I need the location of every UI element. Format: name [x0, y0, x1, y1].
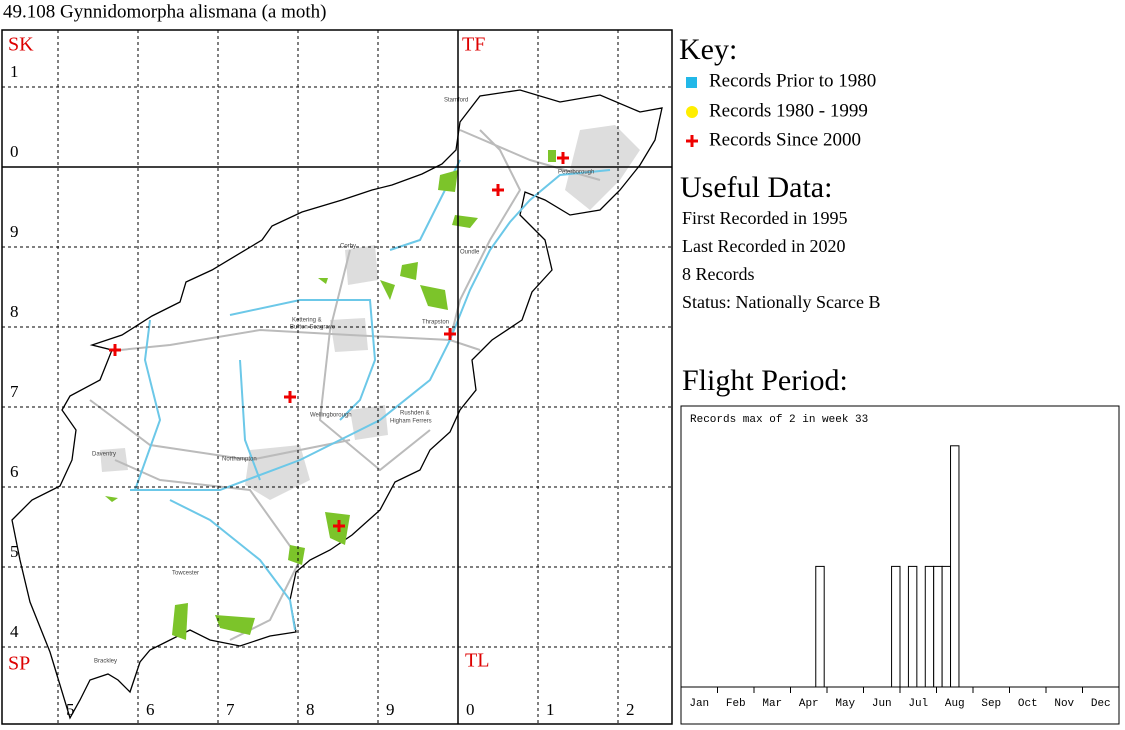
bar	[950, 445, 960, 688]
useful-data-heading: Useful Data:	[680, 171, 832, 204]
record-markers	[109, 152, 569, 532]
chart: Jan Feb Mar Apr May Jun Jul Aug Sep Oct Nov Dec	[681, 445, 1119, 710]
chart-annotation: Records max of 2 in week 33	[690, 414, 868, 426]
town-label: Rushden &	[400, 411, 430, 417]
easting-label: 5	[66, 700, 75, 719]
x-tick-label: Apr	[799, 698, 819, 710]
town-label: Higham Ferrers	[390, 419, 432, 425]
useful-data-line: 8 Records	[682, 264, 754, 284]
key-item: Records Since 2000	[709, 129, 861, 150]
town-label: Corby	[340, 244, 356, 250]
northing-label: 9	[10, 222, 19, 241]
northing-label: 0	[10, 142, 19, 161]
key-symbol	[686, 77, 697, 88]
easting-label: 0	[466, 700, 475, 719]
easting-label: 6	[146, 700, 155, 719]
map-frame	[1, 29, 673, 725]
bar	[815, 565, 825, 688]
town-label: Daventry	[92, 452, 116, 458]
square-label: TF	[462, 34, 485, 56]
bar	[924, 565, 935, 688]
town-label: Wellingborough	[310, 413, 352, 419]
northing-label: 6	[10, 462, 19, 481]
useful-data-line: First Recorded in 1995	[682, 208, 847, 228]
key-symbol	[686, 135, 698, 147]
easting-label: 9	[386, 700, 395, 719]
record-marker	[444, 328, 456, 340]
x-tick-label: Nov	[1054, 698, 1074, 710]
map: Stamford Peterborough Corby Oundle Kette…	[1, 29, 673, 725]
town-label: Stamford	[444, 98, 468, 104]
record-marker	[557, 152, 569, 164]
bar	[933, 565, 943, 688]
northing-label: 1	[10, 62, 19, 81]
x-tick-label: Jan	[689, 698, 709, 710]
page-title: 49.108 Gynnidomorpha alismana (a moth)	[3, 1, 326, 22]
town-label: Oundle	[460, 250, 480, 256]
county-outline	[11, 89, 663, 720]
square-label: TL	[465, 650, 489, 672]
town-label: Kettering &	[292, 318, 322, 324]
bar	[941, 565, 952, 688]
northing-label: 4	[10, 622, 19, 641]
square-label: SP	[8, 653, 30, 675]
record-marker	[109, 344, 121, 356]
x-tick-label: Oct	[1018, 698, 1038, 710]
x-tick-label: Jun	[872, 698, 892, 710]
easting-label: 7	[226, 700, 235, 719]
square-label: SK	[8, 34, 34, 56]
useful-data-line: Status: Nationally Scarce B	[682, 292, 880, 312]
town-label: Thrapston	[422, 320, 449, 326]
easting-label: 1	[546, 700, 555, 719]
key-heading: Key:	[679, 33, 737, 66]
x-tick-label: Dec	[1091, 698, 1111, 710]
town-label: Peterborough	[558, 170, 594, 176]
x-tick-label: May	[835, 698, 855, 710]
x-tick-label: Aug	[945, 698, 965, 710]
record-marker	[492, 184, 504, 196]
towns: Stamford Peterborough Corby Oundle Kette…	[92, 98, 594, 665]
flight-period-heading: Flight Period:	[682, 364, 848, 397]
northing-label: 7	[10, 382, 19, 401]
bar	[891, 565, 901, 688]
useful-data-line: Last Recorded in 2020	[682, 236, 845, 256]
record-marker	[284, 391, 296, 403]
northing-label: 5	[10, 542, 19, 561]
x-tick-label: Mar	[762, 698, 782, 710]
town-label: Brackley	[94, 659, 117, 665]
town-label: Northampton	[222, 457, 257, 463]
rivers	[130, 159, 611, 631]
key-item: Records 1980 - 1999	[709, 100, 868, 121]
easting-label: 2	[626, 700, 635, 719]
record-marker	[333, 520, 345, 532]
key-item: Records Prior to 1980	[709, 70, 876, 91]
key-symbol	[686, 106, 698, 118]
x-tick-label: Feb	[726, 698, 746, 710]
x-tick-label: Sep	[981, 698, 1001, 710]
northing-label: 8	[10, 302, 19, 321]
bar	[907, 565, 918, 688]
town-label: Burton Seagrave	[290, 325, 336, 331]
easting-label: 8	[306, 700, 315, 719]
town-label: Towcester	[172, 571, 199, 577]
x-tick-label: Jul	[908, 698, 928, 710]
